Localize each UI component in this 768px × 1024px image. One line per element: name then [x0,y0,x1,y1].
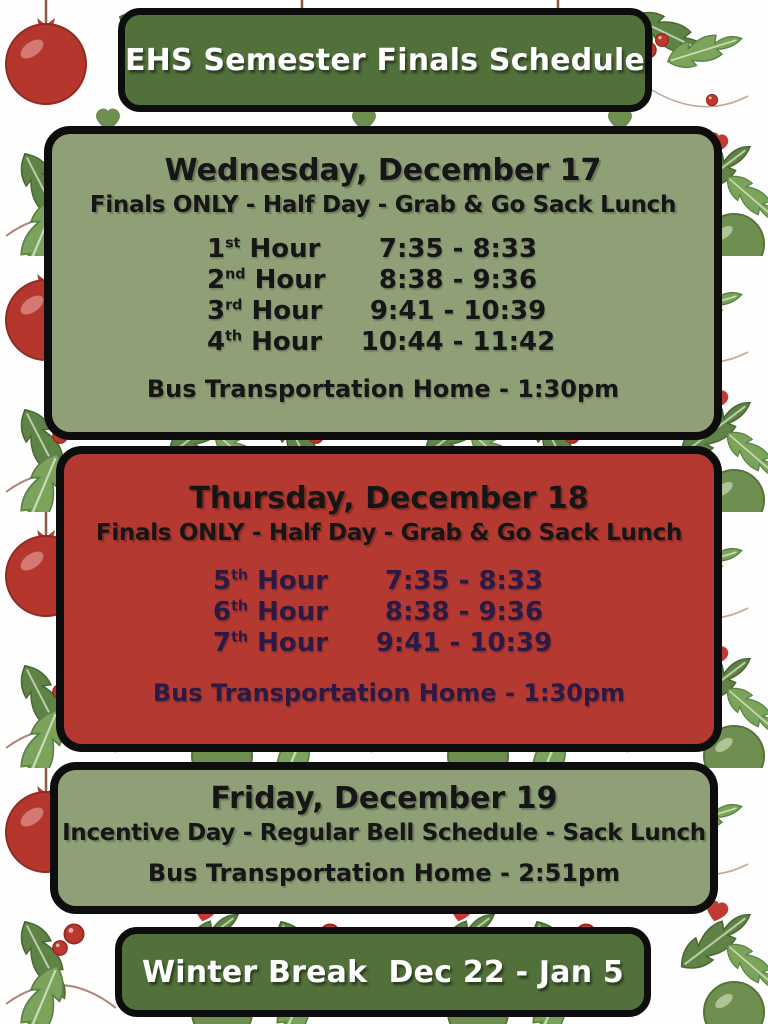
hour-time: 7:35 - 8:33 [378,233,538,264]
thursday-panel: Thursday, December 18 Finals ONLY - Half… [56,446,722,752]
hour-time: 8:38 - 9:36 [378,264,538,295]
hour-row: 7th Hour 9:41 - 10:39 [199,628,579,659]
poster-title-text: EHS Semester Finals Schedule [124,42,646,78]
wednesday-subtitle: Finals ONLY - Half Day - Grab & Go Sack … [89,191,677,218]
wednesday-hours-list: 1st Hour 7:35 - 8:33 2nd Hour 8:38 - 9:3… [193,234,573,359]
hour-row: 1st Hour 7:35 - 8:33 [193,234,573,265]
thursday-hours-list: 5th Hour 7:35 - 8:33 6th Hour 8:38 - 9:3… [199,566,579,660]
winter-break-banner: Winter Break Dec 22 - Jan 5 [115,927,651,1017]
wednesday-panel: Wednesday, December 17 Finals ONLY - Hal… [44,126,722,440]
wednesday-bus-info: Bus Transportation Home - 1:30pm [146,375,620,404]
hour-time: 8:38 - 9:36 [384,596,544,627]
hour-row: 5th Hour 7:35 - 8:33 [199,566,579,597]
hour-time: 7:35 - 8:33 [384,565,544,596]
poster-title: EHS Semester Finals Schedule [118,8,652,112]
hour-row: 6th Hour 8:38 - 9:36 [199,597,579,628]
thursday-title: Thursday, December 18 [189,481,589,516]
hour-row: 3rd Hour 9:41 - 10:39 [193,296,573,327]
hour-time: 9:41 - 10:39 [375,627,553,658]
thursday-subtitle: Finals ONLY - Half Day - Grab & Go Sack … [95,519,683,546]
hour-time: 9:41 - 10:39 [369,295,547,326]
winter-break-text: Winter Break Dec 22 - Jan 5 [142,954,624,990]
wednesday-title: Wednesday, December 17 [164,153,602,188]
friday-panel: Friday, December 19 Incentive Day - Regu… [50,762,718,914]
hour-time: 10:44 - 11:42 [360,327,556,358]
friday-bus-info: Bus Transportation Home - 2:51pm [147,858,621,887]
hour-row: 2nd Hour 8:38 - 9:36 [193,265,573,296]
friday-subtitle: Incentive Day - Regular Bell Schedule - … [62,819,706,846]
friday-title: Friday, December 19 [210,781,558,816]
hour-row: 4th Hour 10:44 - 11:42 [193,327,573,358]
thursday-bus-info: Bus Transportation Home - 1:30pm [152,679,626,708]
